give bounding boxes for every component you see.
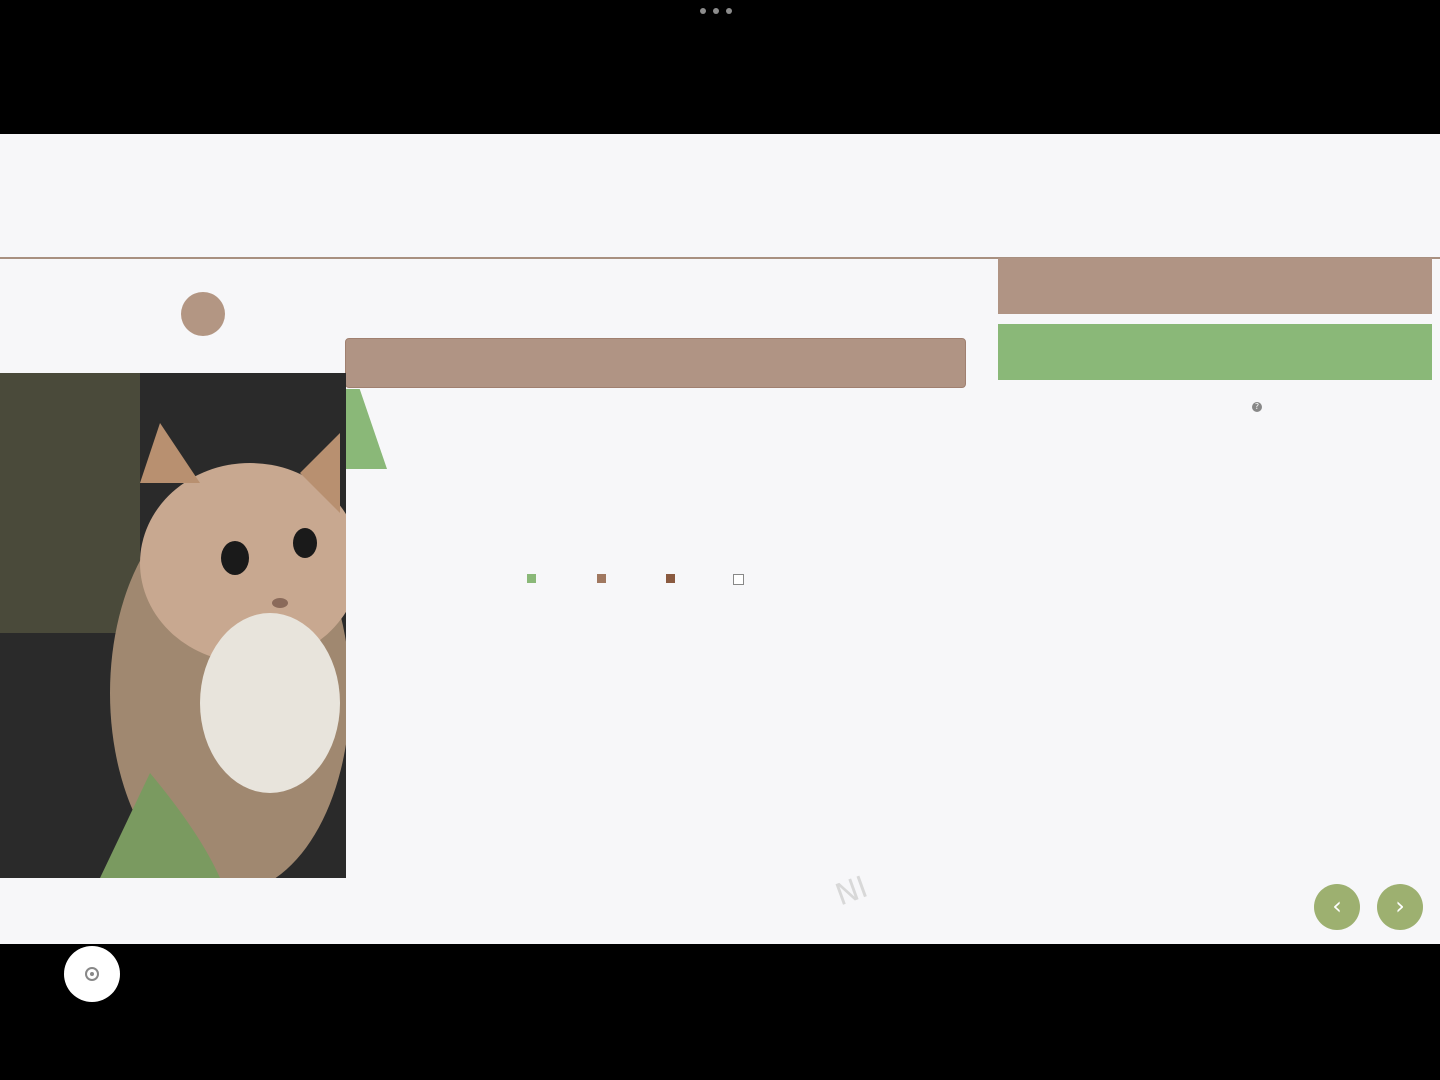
legend-swatch-excess-2 (733, 574, 744, 585)
green-accent (345, 389, 387, 469)
legend-swatch-excess (597, 574, 606, 583)
wechat-banner (998, 324, 1432, 380)
record-icon (85, 967, 99, 981)
strategy-note (345, 338, 966, 388)
legend-item-excess-2[interactable] (733, 574, 748, 585)
history-chart (346, 604, 1440, 884)
legend-item-strategy[interactable] (527, 574, 540, 583)
cat-image (0, 373, 346, 878)
avatar (181, 292, 225, 336)
zhihu-banner (998, 258, 1432, 314)
legend-swatch-strategy (527, 574, 536, 583)
window-dots (700, 8, 732, 14)
chevron-right-icon: › (1395, 892, 1405, 920)
next-button[interactable]: › (1377, 884, 1423, 930)
record-button[interactable] (64, 946, 120, 1002)
chevron-left-icon: ‹ (1332, 892, 1342, 920)
legend-item-excess[interactable] (597, 574, 610, 583)
prev-button[interactable]: ‹ (1314, 884, 1360, 930)
help-icon[interactable]: ? (1252, 402, 1262, 412)
slide: ? NI ‹ › (0, 134, 1440, 944)
divider (0, 257, 1440, 259)
legend-item-hs300[interactable] (666, 574, 679, 583)
legend-swatch-hs300 (666, 574, 675, 583)
